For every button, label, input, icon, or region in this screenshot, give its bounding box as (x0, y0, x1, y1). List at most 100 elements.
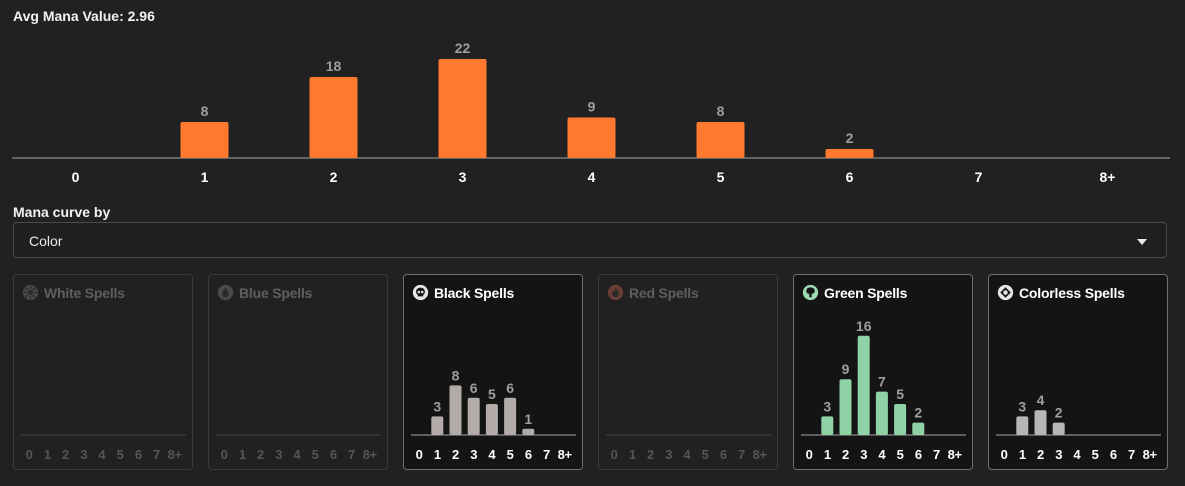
tick-label-4: 4 (878, 447, 886, 462)
tick-label-1: 1 (239, 447, 246, 462)
blue-mana-icon (217, 284, 234, 301)
tick-label-6: 6 (1110, 447, 1117, 462)
tick-label-3: 3 (470, 447, 477, 462)
bar-5[interactable] (894, 404, 907, 435)
tick-label-6: 6 (135, 447, 142, 462)
bar-3[interactable] (438, 59, 487, 158)
bar-5[interactable] (504, 397, 517, 435)
panel-black-spells[interactable]: Black Spells 0 3 1 8 2 6 3 5 4 6 5 1 6 7 8+ (403, 274, 583, 470)
tick-label-6: 6 (915, 447, 922, 462)
bar-3[interactable] (1052, 422, 1065, 435)
red-mana-icon (607, 284, 624, 301)
tick-label-5: 5 (897, 447, 904, 462)
data-label-1: 8 (201, 103, 209, 119)
bar-4[interactable] (567, 117, 616, 159)
bar-3[interactable] (857, 335, 870, 435)
tick-label-4: 4 (683, 447, 691, 462)
tick-label-5: 5 (312, 447, 319, 462)
panel-blue-spells[interactable]: Blue Spells 0 1 2 3 4 5 6 7 8+ (208, 274, 388, 470)
bar-5[interactable] (696, 122, 745, 158)
bar-2[interactable] (839, 379, 852, 435)
tick-label-8+: 8+ (1100, 169, 1116, 185)
data-label-3: 22 (455, 40, 471, 56)
data-label-6: 2 (914, 405, 922, 421)
bar-1[interactable] (431, 416, 444, 435)
colorless-mana-icon (997, 284, 1014, 301)
bar-1[interactable] (821, 416, 834, 435)
data-label-3: 16 (856, 318, 872, 334)
data-label-4: 7 (878, 374, 886, 390)
tick-label-1: 1 (1019, 447, 1026, 462)
white-spells-chart: 0 1 2 3 4 5 6 7 8+ (21, 434, 186, 462)
tick-label-1: 1 (44, 447, 51, 462)
white-mana-icon (22, 284, 39, 301)
data-label-2: 4 (1037, 392, 1045, 408)
tick-label-0: 0 (26, 447, 33, 462)
tick-label-0: 0 (806, 447, 813, 462)
tick-label-4: 4 (98, 447, 106, 462)
tick-label-6: 6 (846, 169, 854, 185)
mana-curve-by-label: Mana curve by (13, 204, 111, 220)
tick-label-3: 3 (459, 169, 467, 185)
data-label-2: 9 (842, 361, 850, 377)
tick-label-8+: 8+ (363, 447, 378, 462)
panel-colorless-spells[interactable]: Colorless Spells 0 3 1 4 2 2 3 4 5 6 7 8+ (988, 274, 1168, 470)
tick-label-2: 2 (647, 447, 654, 462)
bar-6[interactable] (825, 149, 874, 158)
panel-green-spells[interactable]: Green Spells 0 3 1 9 2 16 3 7 4 5 5 2 6 7 8+ (793, 274, 973, 470)
bar-6[interactable] (912, 422, 925, 435)
bar-4[interactable] (485, 404, 498, 435)
bar-6[interactable] (522, 428, 535, 435)
tick-label-2: 2 (257, 447, 264, 462)
tick-label-7: 7 (933, 447, 940, 462)
data-label-1: 3 (1018, 398, 1026, 414)
tick-label-0: 0 (221, 447, 228, 462)
tick-label-3: 3 (80, 447, 87, 462)
tick-label-7: 7 (348, 447, 355, 462)
tick-label-2: 2 (1037, 447, 1044, 462)
tick-label-8+: 8+ (558, 447, 573, 462)
panel-title: Red Spells (629, 284, 699, 301)
tick-label-3: 3 (275, 447, 282, 462)
tick-label-1: 1 (824, 447, 831, 462)
bar-3[interactable] (467, 397, 480, 435)
panel-title: Green Spells (824, 284, 908, 301)
tick-label-0: 0 (1001, 447, 1008, 462)
tick-label-4: 4 (488, 447, 496, 462)
panel-title: Colorless Spells (1019, 284, 1125, 301)
red-spells-chart: 0 1 2 3 4 5 6 7 8+ (606, 434, 771, 462)
bar-4[interactable] (875, 391, 888, 435)
bar-2[interactable] (309, 77, 358, 158)
tick-label-7: 7 (543, 447, 550, 462)
tick-label-3: 3 (860, 447, 867, 462)
tick-label-6: 6 (330, 447, 337, 462)
bar-2[interactable] (449, 385, 462, 435)
bar-1[interactable] (1016, 416, 1029, 435)
tick-label-4: 4 (588, 169, 596, 185)
tick-label-1: 1 (201, 169, 209, 185)
bar-1[interactable] (180, 122, 229, 158)
green-mana-icon (802, 284, 819, 301)
tick-label-8+: 8+ (168, 447, 183, 462)
tick-label-2: 2 (842, 447, 849, 462)
group-by-select[interactable]: Color (13, 222, 1167, 258)
panel-title: White Spells (44, 284, 125, 301)
data-label-1: 3 (823, 398, 831, 414)
tick-label-5: 5 (717, 169, 725, 185)
tick-label-2: 2 (452, 447, 459, 462)
tick-label-5: 5 (702, 447, 709, 462)
tick-label-4: 4 (293, 447, 301, 462)
blue-spells-chart: 0 1 2 3 4 5 6 7 8+ (216, 434, 381, 462)
data-label-6: 1 (524, 411, 532, 427)
panel-title: Black Spells (434, 284, 515, 301)
bar-2[interactable] (1034, 410, 1047, 435)
data-label-2: 8 (452, 367, 460, 383)
tick-label-7: 7 (975, 169, 983, 185)
panel-white-spells[interactable]: White Spells 0 1 2 3 4 5 6 7 8+ (13, 274, 193, 470)
data-label-6: 2 (846, 130, 854, 146)
panel-red-spells[interactable]: Red Spells 0 1 2 3 4 5 6 7 8+ (598, 274, 778, 470)
tick-label-8+: 8+ (753, 447, 768, 462)
